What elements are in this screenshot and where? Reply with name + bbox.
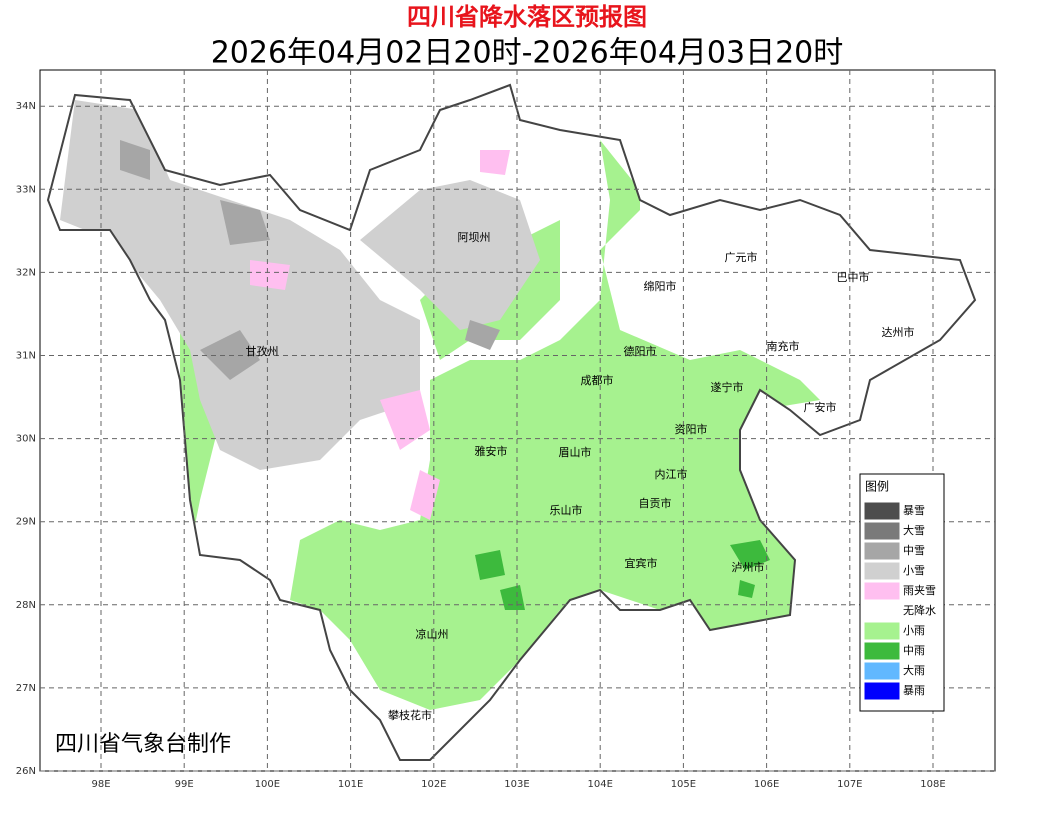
- legend-swatch: [864, 562, 900, 580]
- legend-swatch: [864, 622, 900, 640]
- legend-label: 大雨: [903, 663, 925, 677]
- lat-tick-label: 27N: [16, 683, 36, 694]
- legend-label: 暴雨: [903, 684, 925, 697]
- city-label: 巴中市: [837, 270, 870, 284]
- city-label: 阿坝州: [458, 230, 491, 244]
- map-subtitle: 2026年04月02日20时-2026年04月03日20时: [211, 36, 844, 71]
- legend-label: 无降水: [903, 603, 936, 617]
- lon-tick-label: 105E: [671, 779, 696, 790]
- city-label: 宜宾市: [625, 556, 658, 570]
- legend-label: 中雨: [903, 644, 925, 657]
- city-label: 遂宁市: [711, 380, 744, 394]
- city-label: 攀枝花市: [388, 708, 432, 722]
- legend-swatch: [864, 682, 900, 700]
- precip-area: [290, 140, 820, 710]
- lat-tick-label: 30N: [16, 434, 36, 445]
- city-label: 甘孜州: [246, 344, 279, 358]
- lat-tick-label: 29N: [16, 517, 36, 528]
- lat-tick-label: 26N: [16, 766, 36, 777]
- legend-swatch: [864, 542, 900, 560]
- precip-area: [475, 540, 770, 610]
- city-label: 自贡市: [639, 496, 672, 510]
- city-label: 内江市: [655, 467, 688, 481]
- lat-tick-label: 33N: [16, 184, 36, 195]
- precip-area: [360, 180, 540, 330]
- precip-area: [60, 100, 420, 470]
- legend-label: 暴雪: [903, 504, 925, 517]
- legend-label: 大雪: [903, 523, 925, 537]
- legend-swatch: [864, 642, 900, 660]
- lat-tick-label: 32N: [16, 267, 36, 278]
- legend-swatch: [864, 662, 900, 680]
- city-label: 雅安市: [475, 444, 508, 458]
- lat-tick-label: 31N: [16, 351, 36, 362]
- city-label: 凉山州: [416, 627, 449, 641]
- city-label: 绵阳市: [644, 279, 677, 293]
- city-label: 达州市: [882, 325, 915, 339]
- credit: 四川省气象台制作: [55, 732, 231, 757]
- lat-tick-label: 28N: [16, 600, 36, 611]
- lon-tick-label: 100E: [255, 779, 280, 790]
- lon-tick-label: 99E: [175, 779, 194, 790]
- legend-label: 小雨: [903, 624, 925, 637]
- city-label: 资阳市: [675, 422, 708, 436]
- city-label: 乐山市: [550, 503, 583, 517]
- city-label: 成都市: [581, 373, 614, 387]
- legend-swatch: [865, 603, 899, 619]
- lon-tick-label: 98E: [91, 779, 110, 790]
- legend-label: 中雪: [903, 544, 925, 557]
- lon-tick-label: 102E: [421, 779, 446, 790]
- city-label: 德阳市: [624, 344, 657, 358]
- legend-swatch: [864, 582, 900, 600]
- city-label: 眉山市: [559, 445, 592, 459]
- legend-label: 小雪: [903, 564, 925, 577]
- legend-title: 图例: [865, 480, 889, 494]
- lon-tick-label: 108E: [920, 779, 945, 790]
- lon-tick-label: 107E: [837, 779, 862, 790]
- city-label: 广元市: [725, 250, 758, 264]
- lat-tick-label: 34N: [16, 101, 36, 112]
- lon-tick-label: 103E: [504, 779, 529, 790]
- city-label: 泸州市: [732, 560, 765, 574]
- lon-tick-label: 101E: [338, 779, 363, 790]
- city-label: 广安市: [804, 400, 837, 414]
- lon-tick-label: 106E: [754, 779, 779, 790]
- legend-swatch: [864, 502, 900, 520]
- lon-tick-label: 104E: [587, 779, 612, 790]
- legend-swatch: [864, 522, 900, 540]
- map-title: 四川省降水落区预报图: [407, 3, 647, 31]
- city-label: 南充市: [767, 339, 800, 353]
- legend-label: 雨夹雪: [903, 584, 936, 597]
